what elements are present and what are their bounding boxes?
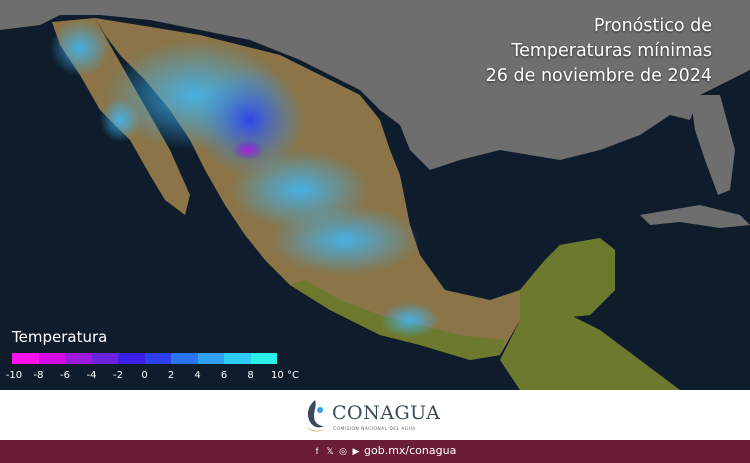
legend-tick-label: 8	[247, 370, 254, 381]
website-link[interactable]: gob.mx/conagua	[364, 444, 457, 457]
temperature-legend: Temperatura -10 -8 -6 -4 -2 0 2 4 6 8 10 °C	[5, 328, 308, 384]
legend-tick-label: -6	[60, 370, 70, 381]
x-icon[interactable]: 𝕏	[326, 446, 334, 456]
conagua-emblem-icon	[306, 400, 326, 432]
youtube-icon[interactable]: ▶	[352, 446, 360, 456]
facebook-icon[interactable]: f	[315, 446, 319, 456]
cold-zone-chihuahua	[195, 65, 305, 175]
legend-swatch	[91, 353, 118, 364]
title-line-3: 26 de noviembre de 2024	[485, 66, 712, 86]
legend-tick-label: -2	[113, 370, 123, 381]
legend-tick-label: 10 °C	[271, 370, 299, 381]
legend-tick-label: -4	[86, 370, 97, 381]
logo-wordmark: CONAGUA	[332, 402, 441, 424]
legend-tick-label: 2	[167, 370, 175, 381]
legend-swatch	[38, 353, 65, 364]
legend-title: Temperatura	[12, 328, 108, 346]
usa-land	[0, 0, 750, 170]
legend-tick-label: -8	[33, 370, 44, 381]
legend-swatch	[224, 353, 251, 364]
legend-swatch	[118, 353, 145, 364]
legend-tick-label: 4	[194, 370, 201, 381]
legend-tick-label: -10	[5, 370, 23, 381]
title-line-1: Pronóstico de	[593, 16, 712, 36]
cold-zone-baja-sur	[100, 98, 140, 142]
legend-swatch	[197, 353, 224, 364]
cold-zone-baja-north	[50, 20, 110, 76]
legend-swatch	[144, 353, 171, 364]
cuba	[640, 205, 750, 228]
map-canvas	[0, 0, 750, 390]
cold-zone-altiplano	[270, 205, 420, 275]
temperature-map	[0, 0, 750, 390]
legend-ticks: -10 -8 -6 -4 -2 0 2 4 6 8 10 °C	[5, 370, 308, 384]
coldest-zone-durango	[232, 140, 264, 160]
social-icons: f 𝕏 ◎ ▶	[312, 446, 361, 456]
logo-subtitle: COMISIÓN NACIONAL DEL AGUA	[333, 427, 416, 432]
legend-swatch	[65, 353, 92, 364]
instagram-icon[interactable]: ◎	[339, 446, 347, 456]
legend-tick-label: 0	[141, 370, 148, 381]
legend-swatch	[12, 353, 39, 364]
title-line-2: Temperaturas mínimas	[511, 41, 712, 61]
florida	[690, 95, 735, 195]
map-title: Pronóstico de Temperaturas mínimas 26 de…	[486, 14, 712, 89]
footer: CONAGUA COMISIÓN NACIONAL DEL AGUA	[0, 390, 750, 440]
yucatan	[520, 238, 615, 320]
legend-swatch	[171, 353, 198, 364]
legend-tick-label: 6	[220, 370, 228, 381]
footer-bar: f 𝕏 ◎ ▶ gob.mx/conagua	[0, 440, 750, 463]
cold-zone-oaxaca	[380, 302, 440, 338]
legend-color-bar	[12, 353, 277, 364]
legend-swatch	[250, 353, 277, 364]
conagua-logo: CONAGUA COMISIÓN NACIONAL DEL AGUA	[300, 396, 460, 436]
central-america	[500, 310, 680, 390]
